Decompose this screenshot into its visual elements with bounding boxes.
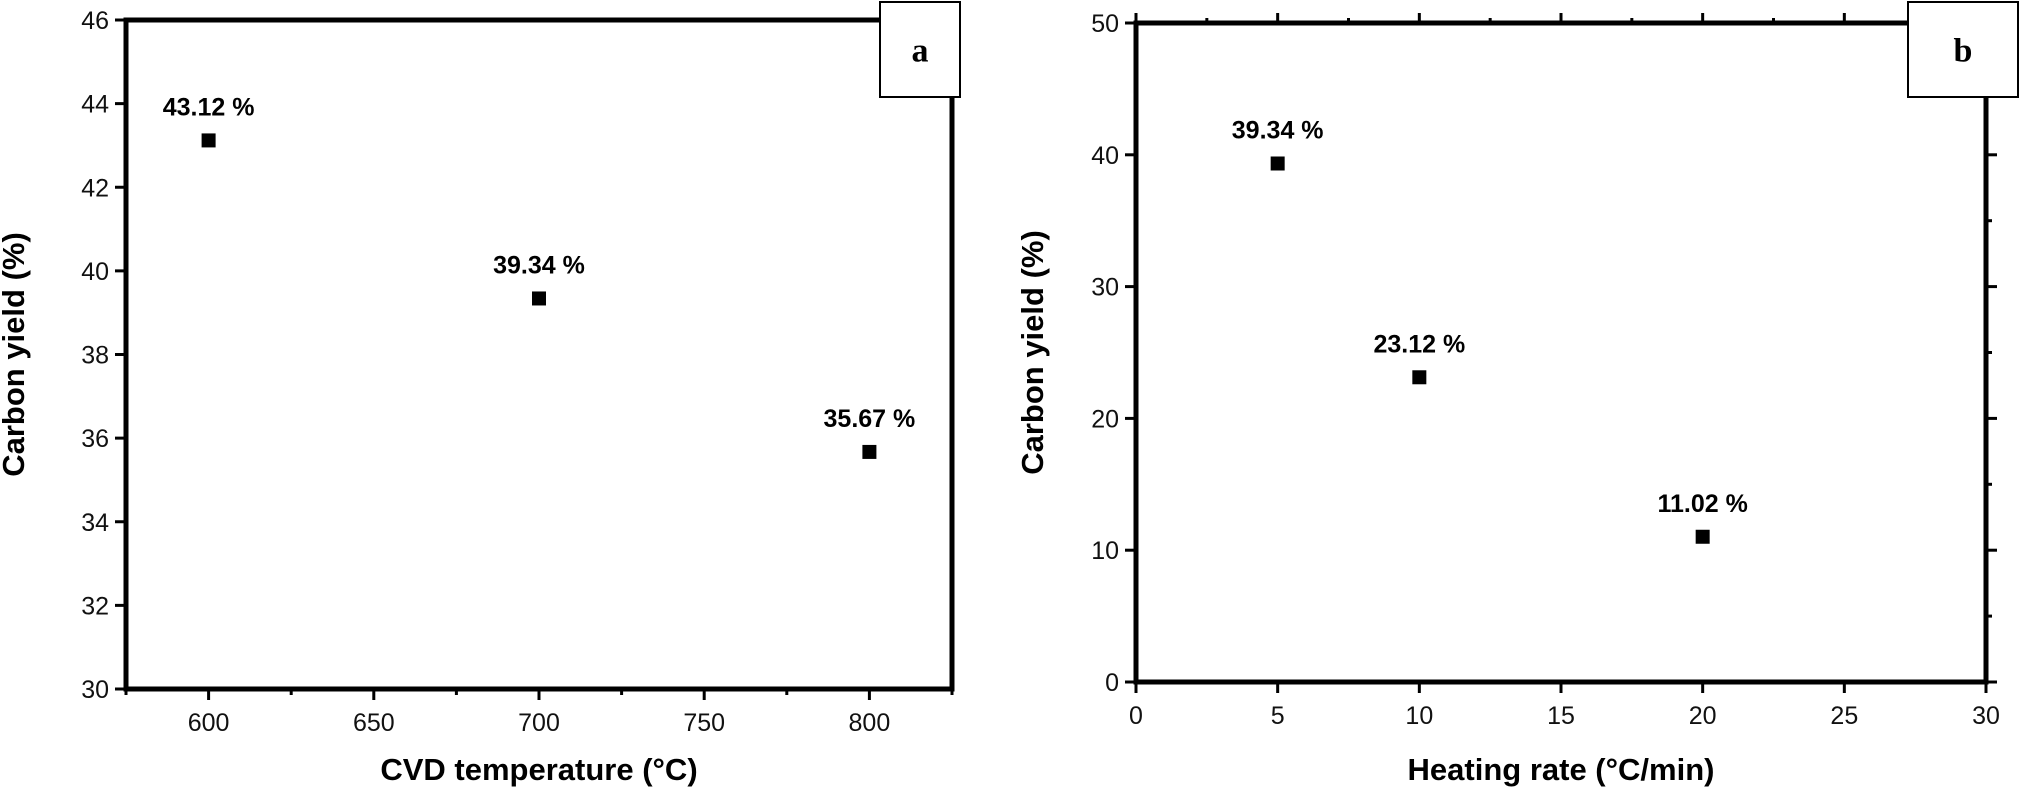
y-tick-label: 20 (1091, 405, 1119, 433)
data-label: 39.34 % (493, 251, 585, 279)
data-label: 35.67 % (824, 405, 916, 433)
y-tick-label: 36 (81, 425, 109, 453)
y-axis-title: Carbon yield (%) (1015, 230, 1050, 475)
x-tick-label: 5 (1271, 702, 1285, 730)
x-tick-label: 700 (518, 709, 560, 737)
y-tick-label: 40 (81, 258, 109, 286)
y-tick-label: 46 (81, 7, 109, 35)
x-tick-label: 25 (1830, 702, 1858, 730)
y-tick-label: 40 (1091, 142, 1119, 170)
x-tick-label: 0 (1129, 702, 1143, 730)
panel-label-box (1907, 1, 2019, 98)
data-point (1270, 156, 1285, 171)
x-axis-title: CVD temperature (°C) (380, 752, 697, 787)
x-tick-label: 30 (1972, 702, 2000, 730)
panel-label-box (879, 1, 961, 98)
y-tick-label: 32 (81, 592, 109, 620)
x-tick-label: 20 (1689, 702, 1717, 730)
y-tick-label: 34 (81, 509, 109, 537)
x-axis-title: Heating rate (°C/min) (1408, 752, 1715, 787)
y-axis-title: Carbon yield (%) (0, 232, 31, 477)
chart-panel-a: 30 32 34 36 38 40 42 44 46 600 650 700 750 800 CVD tem… (0, 1, 961, 787)
data-point (1695, 529, 1710, 544)
y-tick-label: 30 (81, 676, 109, 704)
x-tick-label: 750 (683, 709, 725, 737)
x-tick-label: 15 (1547, 702, 1575, 730)
x-tick-label: 800 (849, 709, 891, 737)
data-point (862, 444, 877, 459)
y-tick-label: 38 (81, 342, 109, 370)
data-point (532, 291, 546, 306)
y-tick-label: 30 (1091, 274, 1119, 302)
panel-label: a (912, 33, 929, 70)
x-tick-label: 10 (1405, 702, 1433, 730)
data-point (1412, 370, 1427, 385)
chart-panel-b: 0 10 20 30 40 50 0 5 10 15 20 25 30 Heating rate (°C/… (1015, 1, 2019, 787)
x-tick-label: 600 (188, 709, 230, 737)
data-label: 23.12 % (1373, 330, 1465, 358)
data-label: 43.12 % (163, 93, 255, 121)
y-tick-label: 50 (1091, 10, 1119, 38)
y-tick-label: 44 (81, 91, 109, 119)
x-tick-label: 650 (353, 709, 395, 737)
y-tick-label: 42 (81, 174, 109, 202)
data-label: 39.34 % (1232, 116, 1324, 144)
data-point (201, 133, 216, 148)
y-tick-label: 0 (1105, 669, 1119, 697)
panel-label: b (1954, 33, 1973, 70)
y-tick-label: 10 (1091, 537, 1119, 565)
data-label: 11.02 % (1657, 490, 1747, 518)
